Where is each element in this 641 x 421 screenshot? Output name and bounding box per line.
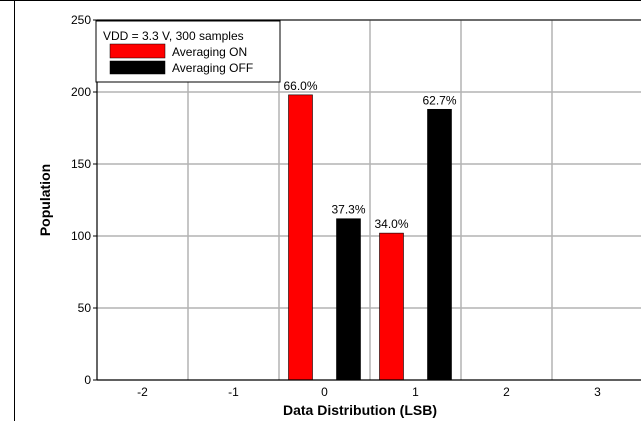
legend-swatch-averaging-off bbox=[109, 60, 166, 75]
y-tick-label: 50 bbox=[78, 301, 92, 315]
y-tick-label: 0 bbox=[84, 373, 91, 387]
data-labels: 66.0% 37.3% 34.0% 62.7% bbox=[283, 79, 456, 231]
legend-label-averaging-off: Averaging OFF bbox=[172, 61, 253, 75]
data-label: 34.0% bbox=[374, 217, 408, 231]
legend-title: VDD = 3.3 V, 300 samples bbox=[103, 29, 244, 43]
legend: VDD = 3.3 V, 300 samples Averaging ON Av… bbox=[95, 20, 281, 83]
x-axis-title: Data Distribution (LSB) bbox=[283, 402, 437, 418]
x-tick-label: -1 bbox=[228, 385, 239, 399]
y-tick-label: 150 bbox=[71, 157, 91, 171]
bar-averaging-on-0 bbox=[288, 94, 313, 381]
x-tick-label: 1 bbox=[412, 385, 419, 399]
data-label: 66.0% bbox=[283, 79, 317, 93]
x-tick-label: -2 bbox=[137, 385, 148, 399]
data-label: 62.7% bbox=[422, 93, 456, 107]
legend-swatch-averaging-on bbox=[109, 43, 166, 59]
y-axis-title: Population bbox=[37, 164, 53, 236]
x-tick-label: 2 bbox=[503, 385, 510, 399]
data-label: 37.3% bbox=[331, 203, 365, 217]
y-tick-label: 250 bbox=[71, 13, 91, 27]
bars bbox=[288, 94, 452, 381]
x-tick-label: 0 bbox=[321, 385, 328, 399]
x-tick-label: 3 bbox=[594, 385, 601, 399]
y-tick-label: 200 bbox=[71, 85, 91, 99]
bar-averaging-on-1 bbox=[379, 232, 404, 381]
legend-label-averaging-on: Averaging ON bbox=[172, 45, 247, 59]
y-tick-label: 100 bbox=[71, 229, 91, 243]
bar-averaging-off-1 bbox=[427, 108, 452, 381]
bar-averaging-off-0 bbox=[336, 218, 361, 381]
